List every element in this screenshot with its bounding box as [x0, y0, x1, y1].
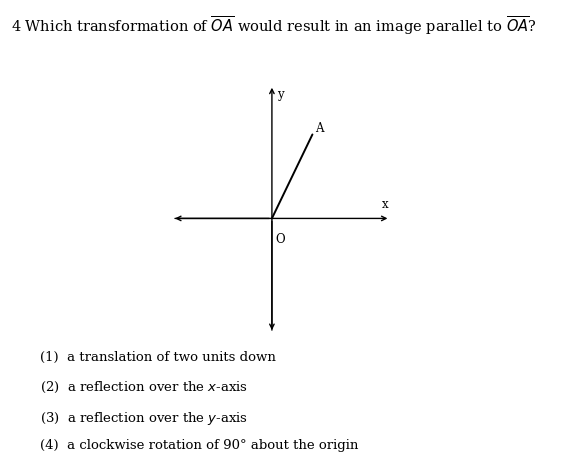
Text: x: x — [382, 198, 389, 210]
Text: (2)  a reflection over the $x$-axis: (2) a reflection over the $x$-axis — [40, 379, 248, 395]
Text: (4)  a clockwise rotation of 90° about the origin: (4) a clockwise rotation of 90° about th… — [40, 438, 359, 451]
Text: (3)  a reflection over the $y$-axis: (3) a reflection over the $y$-axis — [40, 409, 248, 426]
Text: y: y — [277, 88, 284, 100]
Text: A: A — [315, 122, 323, 135]
Text: O: O — [276, 232, 285, 245]
Text: 4 Which transformation of $\overline{OA}$ would result in an image parallel to $: 4 Which transformation of $\overline{OA}… — [11, 14, 537, 37]
Text: (1)  a translation of two units down: (1) a translation of two units down — [40, 350, 276, 363]
